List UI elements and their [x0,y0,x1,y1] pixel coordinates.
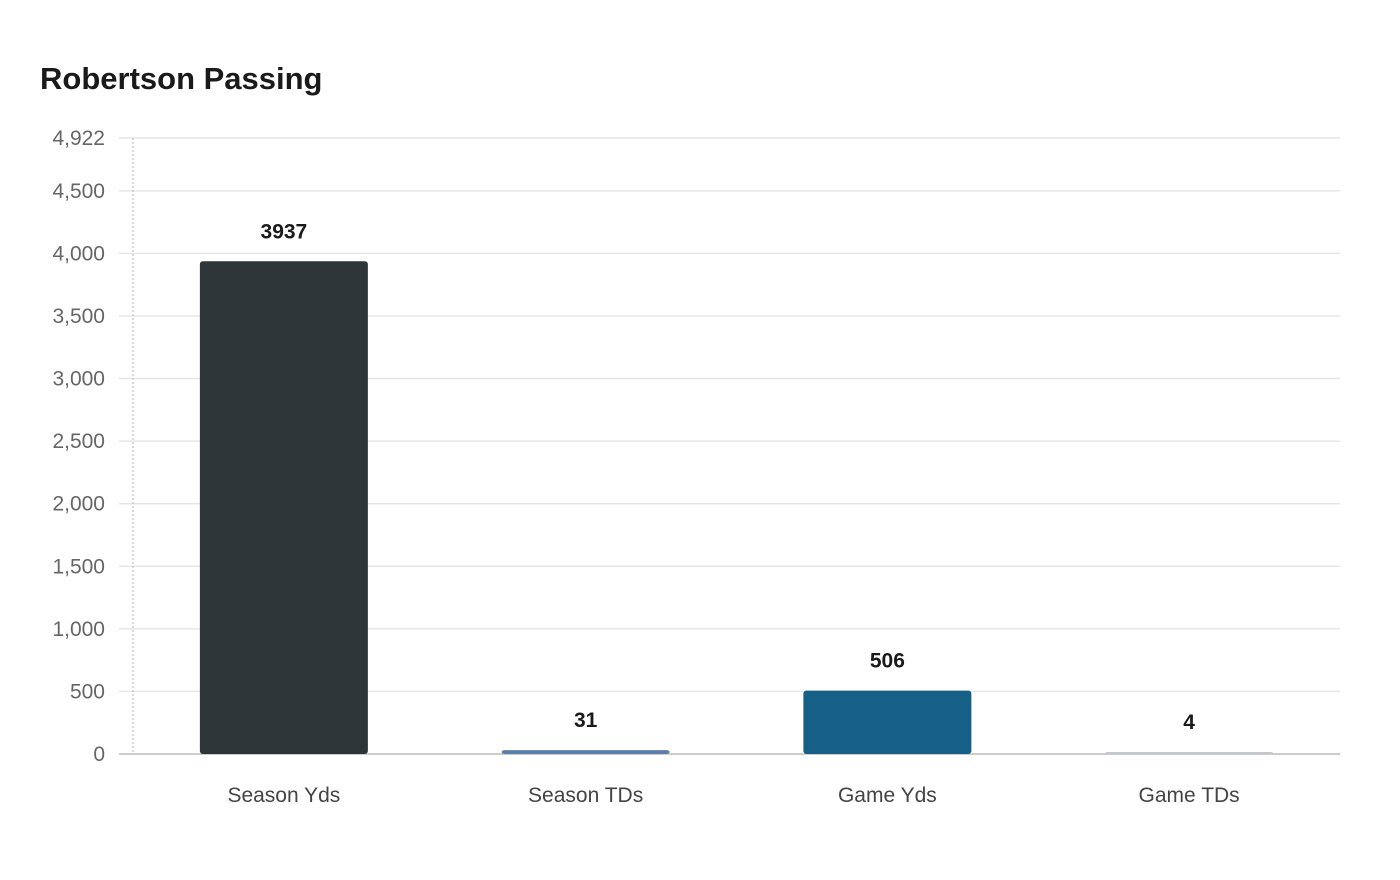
y-tick-label: 1,500 [52,555,105,578]
y-tick-label: 500 [70,680,105,703]
bar-game-yds[interactable] [803,690,972,754]
x-category-label: Game Yds [838,784,937,807]
data-label: 4 [1183,711,1195,734]
bar-season-yds[interactable] [199,261,368,754]
data-label: 31 [574,709,598,732]
bar-game-tds[interactable] [1105,752,1274,754]
chart-title: Robertson Passing [40,61,323,96]
data-label: 3937 [261,220,308,243]
y-tick-label: 1,000 [52,618,105,641]
y-tick-label: 4,922 [52,127,105,150]
y-tick-label: 4,000 [52,242,105,265]
y-tick-label: 3,500 [52,305,105,328]
data-label: 506 [870,650,905,673]
y-tick-label: 0 [93,743,105,766]
x-category-label: Season TDs [528,784,643,807]
y-tick-label: 4,500 [52,180,105,203]
x-category-label: Season Yds [227,784,340,807]
labels: 0 500 1,000 1,500 2,000 2,500 3,000 3,500 4,000 4… [52,127,1239,807]
bars [199,261,1274,754]
y-tick-label: 2,500 [52,430,105,453]
bar-season-tds[interactable] [501,750,670,754]
y-tick-label: 2,000 [52,493,105,516]
x-category-label: Game TDs [1139,784,1240,807]
y-tick-label: 3,000 [52,368,105,391]
